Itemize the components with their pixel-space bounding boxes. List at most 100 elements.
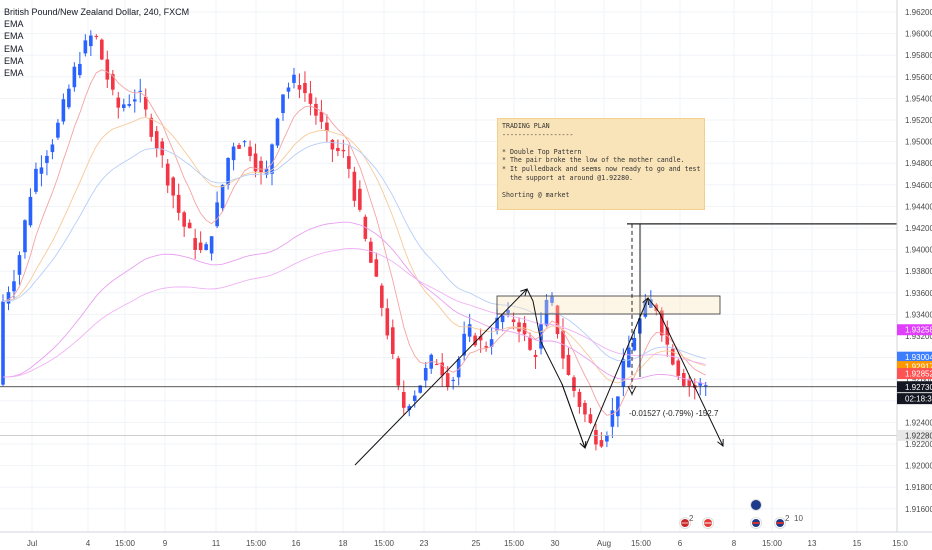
- candle-body: [533, 354, 538, 358]
- candle-body: [39, 167, 44, 174]
- indicator-label[interactable]: EMA: [4, 43, 24, 54]
- price-tick-label: 1.94600: [905, 181, 932, 190]
- event-flag-stripe: [681, 522, 689, 524]
- price-tick-label: 1.94000: [905, 246, 932, 255]
- candle-body: [687, 379, 692, 387]
- indicator-label[interactable]: EMA: [4, 55, 24, 66]
- ema-line: [2, 116, 706, 384]
- candle-body: [319, 111, 324, 122]
- time-tick-label: 15:00: [762, 539, 783, 548]
- candle-body: [632, 337, 637, 351]
- price-tick-label: 1.96200: [905, 8, 932, 17]
- candle-body: [660, 310, 664, 336]
- candle-body: [423, 367, 428, 381]
- candle-body: [23, 220, 27, 253]
- candle-body: [154, 131, 159, 149]
- candle-body: [588, 414, 593, 423]
- candle-body: [358, 188, 362, 210]
- candle-body: [462, 333, 466, 356]
- candle-body: [292, 74, 296, 83]
- candle-body: [237, 145, 241, 149]
- candle-body: [270, 144, 274, 174]
- event-flag-icon: [774, 517, 786, 529]
- price-label: 1.92280: [905, 431, 932, 440]
- candle-body: [374, 259, 379, 277]
- indicator-label[interactable]: EMA: [4, 19, 24, 30]
- measure-label: -0.01527 (-0.79%) -152.7: [629, 409, 719, 418]
- candle-body: [347, 156, 351, 169]
- candle-body: [577, 391, 582, 407]
- candle-body: [111, 74, 115, 90]
- candle-body: [484, 346, 488, 348]
- candle-body: [445, 373, 450, 387]
- candle-body: [61, 99, 66, 122]
- candle-body: [336, 147, 340, 152]
- candle-body: [182, 212, 186, 227]
- candle-body: [456, 359, 461, 378]
- chart-title: British Pound/New Zealand Dollar, 240, F…: [4, 7, 190, 17]
- price-tick-label: 1.91800: [905, 483, 932, 492]
- price-tick-label: 1.95200: [905, 116, 932, 125]
- time-tick-label: Jul: [27, 539, 37, 548]
- price-label: 1.93004: [905, 353, 932, 362]
- candle-body: [330, 139, 335, 150]
- candle-body: [511, 319, 516, 322]
- price-tick-label: 1.95800: [905, 51, 932, 60]
- candle-body: [220, 184, 225, 209]
- price-tick-label: 1.94800: [905, 159, 932, 168]
- time-tick-label: 15:00: [374, 539, 395, 548]
- event-flag-icon: [750, 517, 762, 529]
- price-label-box: [897, 429, 932, 441]
- candle-body: [649, 299, 653, 308]
- candle-body: [681, 373, 686, 386]
- price-label: 1.93258: [905, 326, 932, 335]
- event-badge-count: 10: [794, 514, 803, 523]
- time-tick-label: 9: [163, 539, 168, 548]
- price-tick-label: 1.93600: [905, 289, 932, 298]
- price-label: 1.92917: [905, 363, 932, 372]
- candle-body: [56, 122, 60, 138]
- time-tick-label: 15:00: [504, 539, 525, 548]
- event-flag-icon: [750, 499, 762, 511]
- price-tick-label: 1.95600: [905, 73, 932, 82]
- time-tick-label: 25: [472, 539, 481, 548]
- candle-body: [566, 354, 571, 375]
- time-tick-label: 11: [212, 539, 221, 548]
- time-tick-label: 15: [853, 539, 862, 548]
- candle-body: [67, 88, 71, 108]
- candle-body: [253, 153, 258, 172]
- candle-body: [138, 90, 143, 92]
- price-tick-label: 1.92000: [905, 462, 932, 471]
- candle-body: [226, 158, 230, 185]
- candle-body: [12, 281, 16, 292]
- candle-body: [412, 395, 417, 402]
- candle-body: [149, 117, 154, 137]
- indicator-label[interactable]: EMA: [4, 31, 24, 42]
- candle-body: [259, 160, 263, 173]
- candle-body: [72, 66, 77, 88]
- indicator-label[interactable]: EMA: [4, 68, 24, 79]
- candle-body: [314, 103, 318, 116]
- leg-up-arrow: [584, 297, 649, 449]
- candle-body: [34, 168, 38, 192]
- candle-body: [594, 430, 598, 445]
- candle-body: [495, 317, 499, 331]
- price-tick-label: 1.92200: [905, 440, 932, 449]
- event-flag-icon: [702, 517, 714, 529]
- time-tick-label: Aug: [597, 539, 611, 548]
- pattern-arrows: [354, 288, 724, 466]
- target-arrow-head: [717, 438, 724, 447]
- price-tick-label: 1.91600: [905, 505, 932, 514]
- pattern-leg: [647, 297, 660, 313]
- candle-body: [500, 315, 505, 323]
- candle-body: [478, 336, 483, 341]
- event-flag-stripe: [704, 522, 712, 524]
- trading-plan-note[interactable]: TRADING PLAN ------------------ * Double…: [497, 118, 705, 210]
- candle-body: [390, 327, 395, 355]
- candle-body: [204, 244, 208, 251]
- candle-body: [698, 382, 703, 386]
- candle-body: [418, 385, 423, 393]
- ema-line: [2, 69, 706, 416]
